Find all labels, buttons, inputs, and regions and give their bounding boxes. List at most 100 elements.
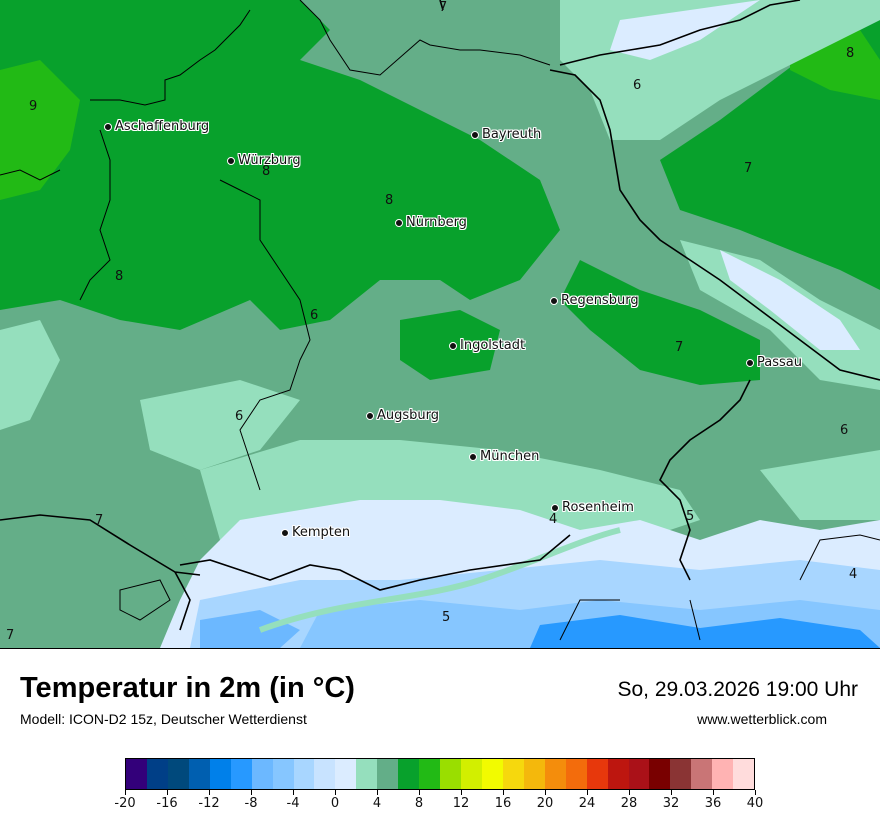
legend-tick-label: 32 — [662, 796, 680, 811]
city-marker: Rosenheim — [551, 500, 634, 515]
city-name: Regensburg — [561, 293, 639, 308]
city-marker: Augsburg — [366, 408, 439, 423]
legend-tick-label: 8 — [414, 796, 424, 811]
legend-tick-mark — [671, 790, 672, 795]
legend-tick-mark — [251, 790, 252, 795]
legend-color-swatch — [670, 759, 692, 789]
city-name: München — [480, 449, 540, 464]
legend-color-swatch — [502, 759, 524, 789]
legend-tick-mark — [335, 790, 336, 795]
legend-tick-label: 20 — [536, 796, 554, 811]
contour-value-label: 5 — [686, 509, 695, 524]
legend-color-swatch — [146, 759, 168, 789]
contour-value-label: 4 — [549, 512, 558, 527]
contour-value-label: 7 — [675, 340, 684, 355]
legend-color-swatch — [607, 759, 629, 789]
contour-value-label: 9 — [29, 99, 38, 114]
city-name: Kempten — [292, 525, 351, 540]
legend-color-swatch — [293, 759, 315, 789]
city-marker: Kempten — [281, 525, 350, 540]
color-scale-legend — [125, 758, 755, 790]
legend-color-swatch — [419, 759, 441, 789]
contour-value-label: 8 — [115, 269, 124, 284]
contour-value-label: 6 — [235, 409, 244, 424]
legend-tick-label: 24 — [578, 796, 596, 811]
legend-tick-label: -4 — [286, 796, 300, 811]
city-dot-icon — [104, 122, 112, 131]
city-dot-icon — [449, 341, 457, 350]
city-marker: Würzburg — [227, 153, 301, 168]
city-name: Passau — [757, 355, 802, 370]
city-name: Nürnberg — [406, 215, 467, 230]
legend-tick-mark — [377, 790, 378, 795]
contour-value-label: 7 — [6, 628, 15, 643]
contour-value-label: 8 — [846, 46, 855, 61]
legend-color-swatch — [586, 759, 608, 789]
legend-tick-mark — [209, 790, 210, 795]
temperature-map[interactable]: 9 8 8 8 6 8 7 6 7 6 6 7 4 5 4 5 7 7 Aschaffenburg Würzburg… — [0, 0, 880, 649]
city-name: Rosenheim — [562, 500, 634, 515]
city-marker: Ingolstadt — [449, 338, 525, 353]
city-name: Würzburg — [238, 153, 301, 168]
contour-value-label: 8 — [262, 164, 271, 179]
contour-value-label: 4 — [849, 567, 858, 582]
legend-color-swatch — [251, 759, 273, 789]
legend-color-swatch — [649, 759, 671, 789]
city-name: Aschaffenburg — [115, 119, 210, 134]
legend-tick-label: -16 — [156, 796, 178, 811]
legend-color-swatch — [712, 759, 734, 789]
map-title: Temperatur in 2m (in °C) — [20, 672, 355, 704]
color-scale-ticks: -20 -16 -12 -8 -4 0 4 8 12 16 20 24 28 32 36 40 — [114, 790, 763, 820]
contour-value-label: 6 — [310, 308, 319, 323]
temperature-field — [0, 0, 880, 648]
model-source: Modell: ICON-D2 15z, Deutscher Wetterdie… — [20, 711, 307, 727]
legend-tick-mark — [503, 790, 504, 795]
legend-color-swatch — [377, 759, 399, 789]
contour-value-label: 7 — [744, 161, 753, 176]
legend-tick-label: -20 — [114, 796, 136, 811]
website-link[interactable]: www.wetterblick.com — [697, 711, 827, 727]
legend-tick-mark — [713, 790, 714, 795]
legend-color-swatch — [628, 759, 650, 789]
legend-color-swatch — [230, 759, 252, 789]
legend-color-swatch — [314, 759, 336, 789]
legend-tick-label: 16 — [494, 796, 512, 811]
city-name: Ingolstadt — [460, 338, 526, 353]
legend-tick-label: -12 — [198, 796, 220, 811]
legend-color-swatch — [335, 759, 357, 789]
city-dot-icon — [469, 452, 477, 461]
legend-tick-mark — [545, 790, 546, 795]
legend-tick-label: 4 — [372, 796, 382, 811]
legend-color-swatch — [565, 759, 587, 789]
legend-color-swatch — [733, 759, 755, 789]
city-dot-icon — [550, 296, 558, 305]
legend-tick-label: 0 — [330, 796, 340, 811]
city-name: Bayreuth — [482, 127, 542, 142]
legend-color-swatch — [188, 759, 210, 789]
city-dot-icon — [281, 528, 289, 537]
legend-color-swatch — [440, 759, 461, 789]
legend-tick-mark — [755, 790, 756, 795]
contour-value-label: 6 — [633, 78, 642, 93]
legend-color-swatch — [544, 759, 566, 789]
legend-tick-mark — [587, 790, 588, 795]
city-marker: München — [469, 449, 539, 464]
contour-value-label: 7 — [439, 0, 448, 15]
legend-color-swatch — [167, 759, 189, 789]
contour-value-label: 5 — [442, 610, 451, 625]
contour-value-label: 8 — [385, 193, 394, 208]
city-marker: Passau — [746, 355, 802, 370]
city-marker: Regensburg — [550, 293, 639, 308]
city-dot-icon — [366, 411, 374, 420]
legend-tick-label: 40 — [746, 796, 764, 811]
legend-color-swatch — [461, 759, 482, 789]
forecast-datetime: So, 29.03.2026 19:00 Uhr — [617, 678, 858, 701]
city-dot-icon — [471, 130, 479, 139]
legend-tick-mark — [461, 790, 462, 795]
legend-tick-mark — [629, 790, 630, 795]
legend-tick-label: -8 — [244, 796, 258, 811]
contour-value-label: 6 — [840, 423, 849, 438]
city-dot-icon — [227, 156, 235, 165]
legend-color-swatch — [209, 759, 231, 789]
legend-color-swatch — [126, 759, 147, 789]
